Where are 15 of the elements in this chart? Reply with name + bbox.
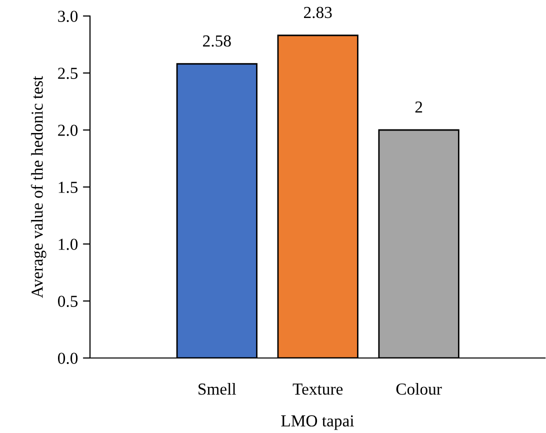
x-tick-label: Colour <box>396 383 442 395</box>
x-tick-label: Smell <box>198 383 236 395</box>
x-axis-title: LMO tapai <box>281 415 354 430</box>
y-axis-title: Average value of the hedonic test <box>30 76 46 298</box>
y-tick-label: 2.5 <box>58 68 78 80</box>
y-tick-label: 3.0 <box>58 10 78 22</box>
y-tick-label: 1.0 <box>58 238 78 250</box>
x-tick-label: Texture <box>292 384 343 395</box>
data-label: 2 <box>415 102 422 113</box>
data-label: 2.83 <box>304 6 332 18</box>
y-tick-label: 0.5 <box>58 296 78 308</box>
y-tick-label: 0.0 <box>58 352 78 364</box>
y-tick-label: 1.5 <box>58 182 78 194</box>
data-label: 2.58 <box>203 35 231 47</box>
y-tick-label: 2.0 <box>58 124 78 136</box>
